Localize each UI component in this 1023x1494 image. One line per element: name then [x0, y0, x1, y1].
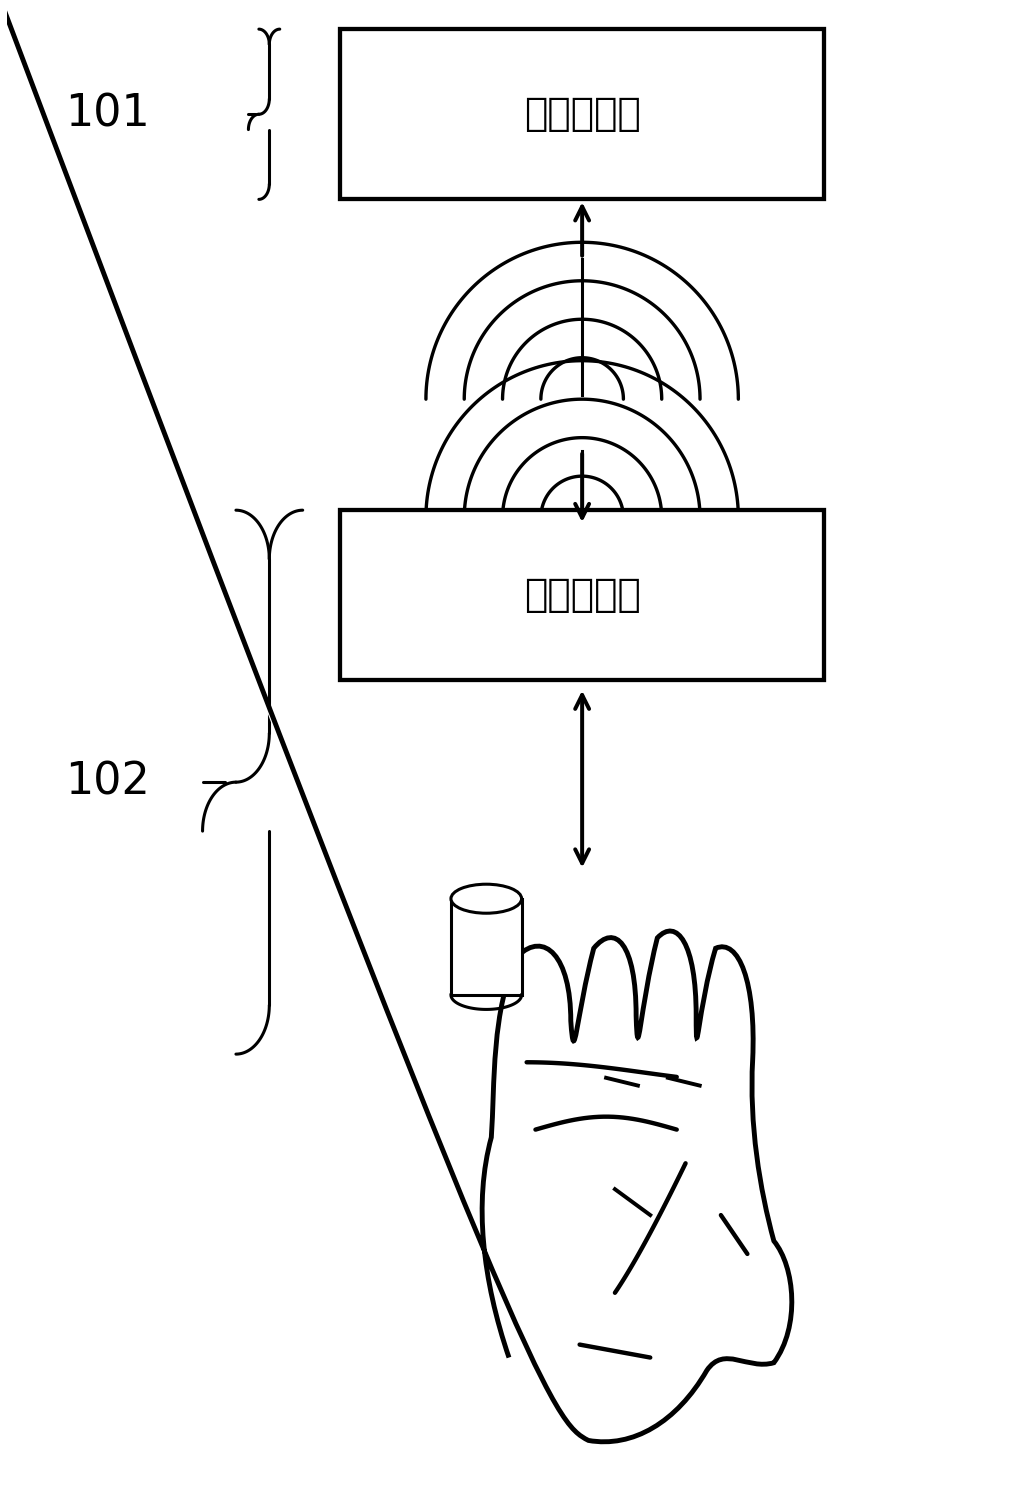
- Text: 102: 102: [65, 760, 150, 804]
- Text: 数据采集端: 数据采集端: [524, 577, 640, 614]
- PathPatch shape: [482, 931, 792, 1442]
- Bar: [451, 899, 522, 995]
- Bar: [340, 30, 825, 199]
- Text: 数据处理端: 数据处理端: [524, 96, 640, 133]
- Ellipse shape: [451, 884, 522, 913]
- Text: 101: 101: [65, 93, 150, 136]
- Bar: [340, 509, 825, 680]
